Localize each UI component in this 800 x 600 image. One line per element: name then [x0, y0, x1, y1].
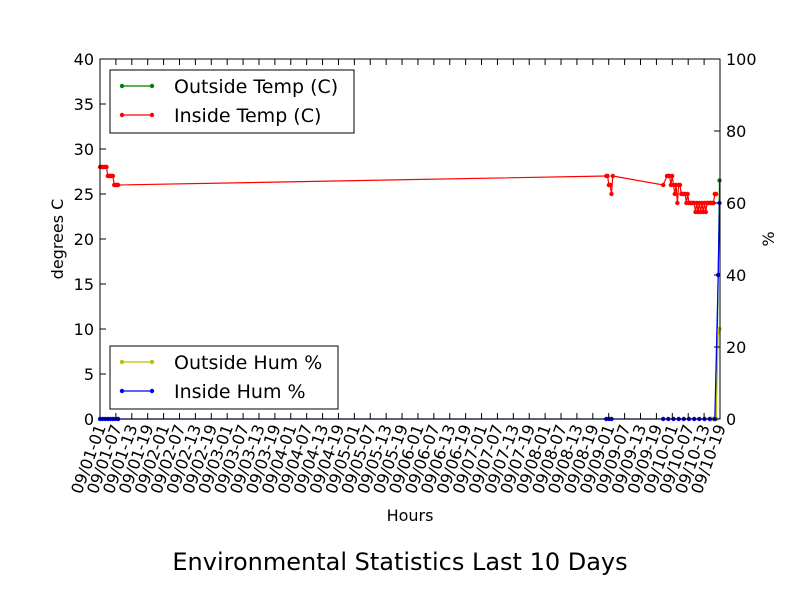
- legend-temp-swatch-dot-b-1: [149, 112, 155, 118]
- data-point-1-21: [661, 182, 666, 188]
- legend-temp-swatch-dot-a-1: [119, 112, 125, 118]
- data-point-1-5: [104, 164, 109, 170]
- legend-hum-swatch-dot-b-0: [149, 359, 155, 365]
- y-left-tick-label-1: 5: [84, 365, 94, 384]
- data-point-1-32: [677, 182, 683, 188]
- data-point-1-30: [675, 200, 680, 206]
- x-axis-title: Hours: [387, 506, 434, 525]
- legend-temp-swatch-dot-b-0: [149, 83, 155, 89]
- y-axis-left-title: degrees C: [48, 199, 67, 280]
- data-point-1-60: [713, 191, 719, 197]
- legend-hum-label-1: Inside Hum %: [174, 381, 306, 403]
- y-axis-right-title: %: [759, 231, 778, 246]
- data-point-1-52: [703, 209, 708, 215]
- y-left-tick-label-4: 20: [74, 230, 94, 249]
- y-right-tick-label-4: 80: [726, 122, 746, 141]
- data-point-1-10: [110, 173, 116, 179]
- legend-hum-box: [109, 345, 339, 410]
- data-point-1-58: [711, 200, 716, 206]
- y-right-tick-label-5: 100: [726, 50, 757, 69]
- legend-hum-swatch-dot-b-1: [149, 388, 155, 394]
- y-left-tick-label-5: 25: [74, 185, 94, 204]
- legend-hum-label-0: Outside Hum %: [174, 352, 322, 374]
- y-right-tick-label-0: 0: [726, 410, 736, 429]
- series-line-1: [100, 166, 717, 213]
- chart-title: Environmental Statistics Last 10 Days: [172, 548, 627, 576]
- legends: Outside Temp (C) Inside Temp (C) Outside H…: [109, 69, 355, 410]
- legend-temp-swatch-dot-a-0: [119, 83, 125, 89]
- y-left-tick-label-8: 40: [74, 50, 94, 69]
- legend-hum-swatch-dot-a-0: [119, 359, 125, 365]
- data-point-1-18: [608, 182, 613, 188]
- y-left-tick-label-2: 10: [74, 320, 94, 339]
- y-left-tick-label-0: 0: [84, 410, 94, 429]
- y-left-tick-label-3: 15: [74, 275, 94, 294]
- data-point-1-14: [115, 182, 121, 188]
- data-point-1-28: [672, 191, 677, 197]
- legend-temp-label-1: Inside Temp (C): [174, 105, 321, 127]
- data-point-1-26: [670, 173, 675, 179]
- data-point-1-19: [609, 191, 614, 197]
- data-point-1-38: [685, 191, 690, 197]
- legend-temp-box: [109, 69, 355, 134]
- data-point-1-16: [605, 173, 610, 179]
- data-point-1-20: [610, 173, 615, 179]
- legend-temp-label-0: Outside Temp (C): [174, 76, 338, 98]
- legend-hum-swatch-dot-a-1: [119, 388, 125, 394]
- y-right-tick-label-1: 20: [726, 338, 746, 357]
- plot-area: 051015202530354002040608010009/01-0109/0…: [67, 50, 756, 496]
- y-left-tick-label-7: 35: [74, 95, 94, 114]
- y-right-tick-label-2: 40: [726, 266, 746, 285]
- y-left-tick-label-6: 30: [74, 140, 94, 159]
- y-right-tick-label-3: 60: [726, 194, 746, 213]
